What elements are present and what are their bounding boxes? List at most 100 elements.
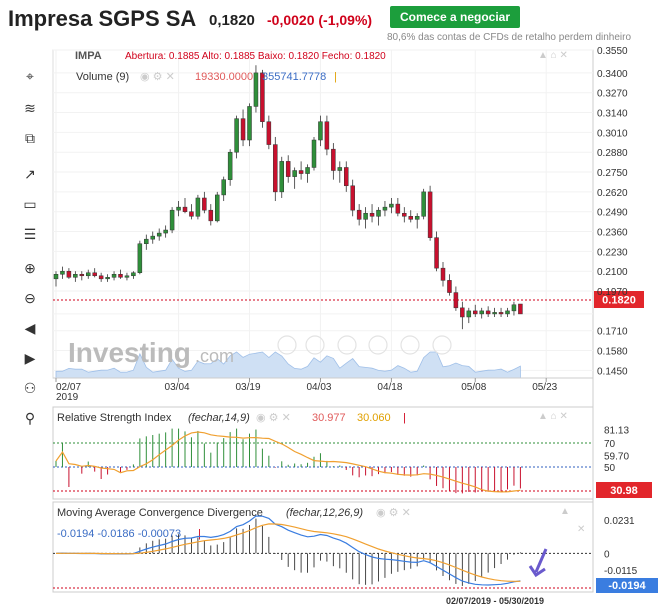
date-range-label: 02/07/2019 - 05/30/2019 (446, 596, 544, 606)
price-tick-label: 0.3550 (597, 46, 628, 57)
rsi-legend-icons[interactable]: ◉ ⚙ ✕ (256, 412, 291, 424)
candle (318, 115, 323, 147)
candle-down (298, 170, 304, 174)
price-tick-label: 0.2750 (597, 168, 628, 179)
candle (150, 231, 155, 244)
macd-params: (fechar,12,26,9) (286, 507, 363, 519)
price-badge-bg (594, 291, 644, 308)
candle (240, 109, 246, 147)
macd-badge: -0.0194 (608, 580, 646, 592)
box-icon[interactable]: ▭ (23, 196, 37, 212)
rsi-plot (53, 428, 593, 494)
macd-line (55, 515, 521, 586)
ohlc-readout: Abertura: 0.1885 Alto: 0.1885 Baixo: 0.1… (125, 51, 386, 62)
symbol-label: IMPA (75, 50, 102, 62)
rsi-value-2: 30.060 (357, 412, 391, 424)
candle (73, 271, 78, 282)
time-tick-label: 04/18 (377, 382, 402, 393)
investing-logo-suffix: .com (195, 346, 234, 366)
candle (356, 204, 362, 226)
macd-tick-label: 0.0231 (604, 516, 635, 527)
candle (234, 115, 239, 159)
fib-tool-icon[interactable]: ≋ (24, 100, 36, 116)
candle (195, 194, 201, 220)
candle-up (150, 235, 155, 240)
candle (505, 307, 510, 317)
price-tick-label: 0.2620 (597, 188, 628, 199)
candle (53, 271, 59, 287)
candle-up (389, 203, 394, 208)
candle-down (240, 118, 246, 141)
candle (518, 303, 523, 315)
candle-down (92, 272, 97, 277)
macd-legend-icons[interactable]: ◉ ⚙ ✕ (376, 507, 411, 519)
time-tick-label: 04/03 (306, 382, 331, 393)
candle-up (492, 312, 497, 315)
candle-up (421, 191, 426, 217)
rsi-badge-bg (596, 482, 652, 498)
candle-up (382, 206, 388, 211)
time-tick-label: 03/04 (165, 382, 190, 393)
candle-down (266, 121, 272, 145)
candle-down (460, 307, 465, 318)
macd-signal-line (55, 523, 521, 582)
back-icon[interactable]: ◀ (24, 320, 36, 336)
macd-badge-bg (596, 578, 658, 593)
candle-down (350, 185, 355, 211)
candle (266, 115, 272, 150)
rsi-badge: 30.98 (610, 485, 638, 497)
candle-up (479, 310, 484, 315)
candle-down (485, 310, 491, 315)
svg-text:▲: ▲ (560, 506, 570, 517)
candle (273, 136, 278, 202)
candle (208, 204, 214, 226)
candle (66, 268, 72, 279)
candle-up (292, 170, 297, 177)
start-trading-button[interactable]: Comece a negociar (390, 6, 520, 28)
macd-axis: 0.0231 0 -0.0115 (604, 516, 638, 577)
candle-down (208, 209, 214, 222)
candle (473, 304, 478, 317)
svg-text:◉ ⚙ ✕: ◉ ⚙ ✕ (256, 412, 291, 424)
candle-down (395, 203, 401, 214)
candle (498, 307, 504, 317)
lines-icon[interactable]: ☰ (23, 226, 37, 242)
candle-down (66, 270, 72, 278)
forward-icon[interactable]: ▶ (24, 350, 36, 366)
candle (363, 207, 368, 229)
price-tick-label: 0.3010 (597, 128, 628, 139)
rsi-title: Relative Strength Index (57, 412, 172, 424)
macd-panel-controls[interactable]: ▲✕ (560, 506, 585, 535)
time-tick-label: 05/23 (532, 382, 557, 393)
rsi-value-1: 30.977 (312, 412, 346, 424)
candle-up (414, 216, 420, 220)
crosshair-icon[interactable]: ⌖ (26, 68, 34, 84)
person-icon[interactable]: ⚲ (24, 410, 36, 426)
candle-down (434, 237, 439, 269)
volume-legend-icons[interactable]: ◉ ⚙ ✕ (140, 71, 175, 83)
rsi-panel-controls[interactable]: ▲ ⌂ ✕ (538, 411, 568, 422)
candle-up (73, 274, 78, 278)
zoom-in-icon[interactable]: ⊕ (24, 260, 36, 276)
candle (156, 228, 162, 241)
macd-values: -0.0194 -0.0186 -0.00073 (57, 528, 181, 540)
candle-down (331, 148, 336, 171)
candle-up (195, 197, 201, 217)
price-tick-label: 0.2880 (597, 148, 628, 159)
price-tick-label: 0.2230 (597, 247, 628, 258)
arrow-line-icon[interactable]: ↗ (24, 166, 36, 182)
zoom-out-icon[interactable]: ⊖ (24, 290, 36, 306)
candle (414, 213, 420, 229)
main-panel-controls[interactable]: ▲ ⌂ ✕ (538, 50, 568, 61)
rectangle-tool-icon[interactable]: ⧉ (25, 130, 35, 146)
candle (292, 167, 297, 189)
svg-text:◉ ⚙ ✕: ◉ ⚙ ✕ (376, 507, 411, 519)
people-icon[interactable]: ⚇ (23, 380, 37, 396)
candle-down (79, 274, 85, 277)
investing-logo: Investing (68, 337, 191, 368)
candle-up (337, 167, 343, 171)
candle (92, 268, 97, 278)
candle-up (105, 277, 110, 280)
